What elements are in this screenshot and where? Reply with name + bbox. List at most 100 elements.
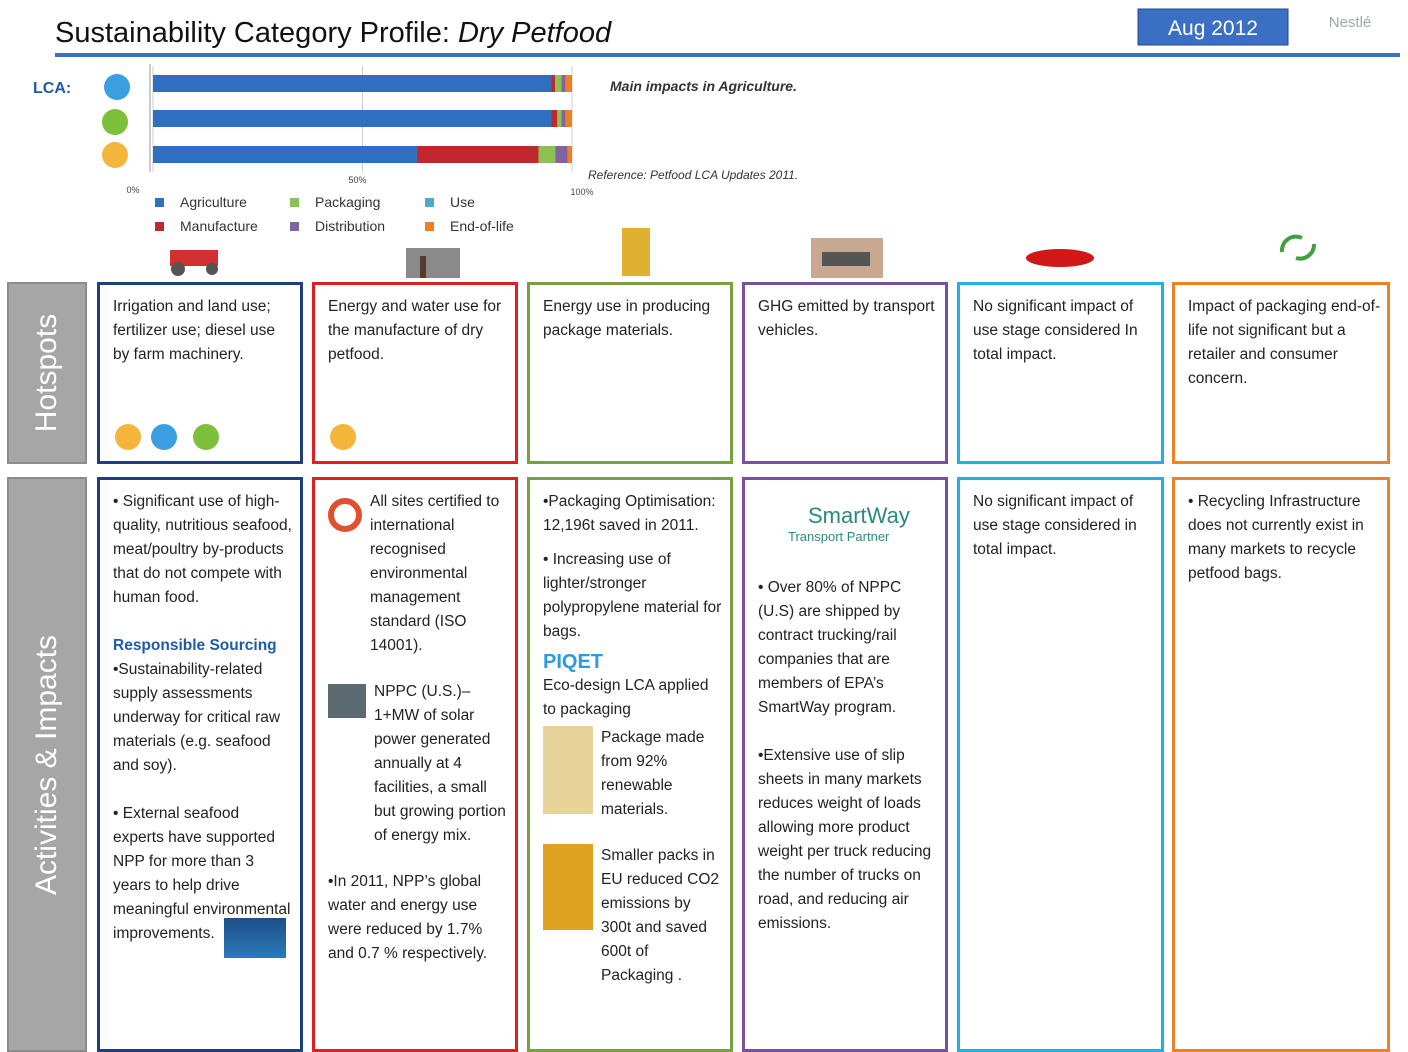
- activity-text: •In 2011, NPP’s global water and energy …: [328, 873, 488, 962]
- activity-text: • Significant use of high-quality, nutri…: [113, 493, 292, 606]
- activity-text: • Increasing use of lighter/stronger pol…: [543, 551, 722, 640]
- package-photo: [543, 726, 593, 814]
- activity-heading: Responsible Sourcing: [113, 637, 277, 654]
- pack-photo: [543, 844, 593, 930]
- hotspot-text: Impact of packaging end-of-life not sign…: [1188, 298, 1381, 387]
- activity-box: No significant impact of use stage consi…: [957, 477, 1164, 1052]
- activity-text: • Over 80% of NPPC (U.S) are shipped by …: [758, 579, 902, 716]
- hotspot-box: No significant impact of use stage consi…: [957, 282, 1164, 464]
- bar-segment: [567, 146, 572, 163]
- activity-row: NPPC (U.S.)– 1+MW of solar power generat…: [328, 680, 509, 848]
- recycle-icon: [1279, 234, 1316, 261]
- legend-swatch: [425, 198, 434, 207]
- hotspot-box: Irrigation and land use; fertilizer use;…: [97, 282, 303, 464]
- header-rule: [55, 53, 1400, 57]
- hotspot-icons: [330, 424, 356, 450]
- hotspot-box: Energy and water use for the manufacture…: [312, 282, 518, 464]
- activity-text: NPPC (U.S.)– 1+MW of solar power generat…: [374, 683, 506, 844]
- row-label-box: Hotspots: [7, 282, 87, 464]
- packaging-icon: [102, 109, 128, 135]
- x-tick-label: 0%: [126, 185, 139, 195]
- top-area: Sustainability Category Profile: Dry Pet…: [33, 8, 1400, 278]
- hotspot-text: No significant impact of use stage consi…: [973, 298, 1138, 363]
- hotspot-text: Energy use in producing package material…: [543, 298, 711, 339]
- seafood-photo: [224, 918, 286, 958]
- bar-segment: [153, 75, 552, 92]
- bar-segment: [561, 110, 566, 127]
- bar-segment: [565, 110, 572, 127]
- bar-segment: [416, 146, 539, 163]
- activity-row: All sites certified to international rec…: [328, 490, 509, 658]
- activity-text: •Sustainability-related supply assessmen…: [113, 661, 281, 774]
- date: Aug 2012: [1168, 17, 1258, 40]
- iso-icon: [328, 498, 362, 532]
- smartway-logo: SmartWay: [808, 503, 910, 528]
- bar-segment: [538, 146, 556, 163]
- legend-swatch: [425, 222, 434, 231]
- hotspot-box: Impact of packaging end-of-life not sign…: [1172, 282, 1390, 464]
- lca-reference: Reference: Petfood LCA Updates 2011.: [588, 168, 798, 182]
- piqet-logo: PIQET: [543, 651, 604, 673]
- row-label: Activities & Impacts: [30, 634, 63, 895]
- logo: Nestlé: [1329, 14, 1372, 31]
- lca-label: LCA:: [33, 80, 71, 97]
- activity-text: All sites certified to international rec…: [370, 493, 500, 654]
- hotspot-icons: [115, 424, 219, 450]
- activity-box: SmartWay Transport Partner • Over 80% of…: [742, 477, 948, 1052]
- product-icon: [102, 142, 128, 168]
- bar-segment: [561, 75, 566, 92]
- activity-text: Package made from 92% renewable material…: [601, 729, 705, 818]
- bar-segment: [557, 110, 562, 127]
- bowl-icon: [1026, 249, 1094, 267]
- legend-label: End-of-life: [450, 218, 514, 234]
- activity-text: Eco-design LCA applied to packaging: [543, 677, 709, 718]
- activity-box: • Significant use of high-quality, nutri…: [97, 477, 303, 1052]
- legend-swatch: [290, 198, 299, 207]
- bar-segment: [551, 75, 556, 92]
- hotspot-text: Energy and water use for the manufacture…: [328, 298, 502, 363]
- legend-swatch: [155, 198, 164, 207]
- legend-label: Manufacture: [180, 218, 258, 234]
- bar-segment: [555, 75, 562, 92]
- hotspot-text: Irrigation and land use; fertilizer use;…: [113, 298, 275, 363]
- legend-label: Distribution: [315, 218, 385, 234]
- bar-segment: [565, 75, 572, 92]
- activity-text: • External seafood experts have supporte…: [113, 805, 291, 942]
- legend-label: Agriculture: [180, 194, 247, 210]
- tractor-icon: [170, 250, 218, 276]
- title-italic: Dry Petfood: [458, 17, 612, 49]
- bar-segment: [551, 110, 558, 127]
- factory-icon: [406, 248, 460, 278]
- activity-text: No significant impact of use stage consi…: [973, 493, 1137, 558]
- title-text: Sustainability Category Profile:: [55, 17, 450, 49]
- legend-label: Packaging: [315, 194, 380, 210]
- row-label: Hotspots: [30, 313, 63, 433]
- smartway-subtitle: Transport Partner: [788, 529, 890, 544]
- activity-text: •Extensive use of slip sheets in many ma…: [758, 747, 932, 932]
- bar-segment: [153, 146, 417, 163]
- activity-text: •Packaging Optimisation: 12,196t saved i…: [543, 493, 716, 534]
- activity-row: Smaller packs in EU reduced CO2 emission…: [543, 844, 724, 988]
- title: Sustainability Category Profile: Dry Pet…: [55, 17, 612, 49]
- hotspot-text: GHG emitted by transport vehicles.: [758, 298, 935, 339]
- x-tick-label: 100%: [570, 187, 593, 197]
- lca-note: Main impacts in Agriculture.: [610, 78, 797, 94]
- truck-icon: [811, 238, 883, 278]
- date-box: [1137, 8, 1289, 46]
- bar-segment: [153, 110, 552, 127]
- legend-label: Use: [450, 194, 475, 210]
- bag-icon: [622, 228, 650, 276]
- hotspot-box: Energy use in producing package material…: [527, 282, 733, 464]
- x-tick-label: 50%: [348, 175, 366, 185]
- activity-row: Package made from 92% renewable material…: [543, 726, 724, 822]
- bar-segment: [555, 146, 568, 163]
- legend-swatch: [155, 222, 164, 231]
- use-icon: [104, 74, 130, 100]
- hotspot-box: GHG emitted by transport vehicles.: [742, 282, 948, 464]
- legend-swatch: [290, 222, 299, 231]
- activity-box: • Recycling Infrastructure does not curr…: [1172, 477, 1390, 1052]
- row-label-box: Activities & Impacts: [7, 477, 87, 1052]
- activity-text: Smaller packs in EU reduced CO2 emission…: [601, 847, 720, 984]
- activity-box: All sites certified to international rec…: [312, 477, 518, 1052]
